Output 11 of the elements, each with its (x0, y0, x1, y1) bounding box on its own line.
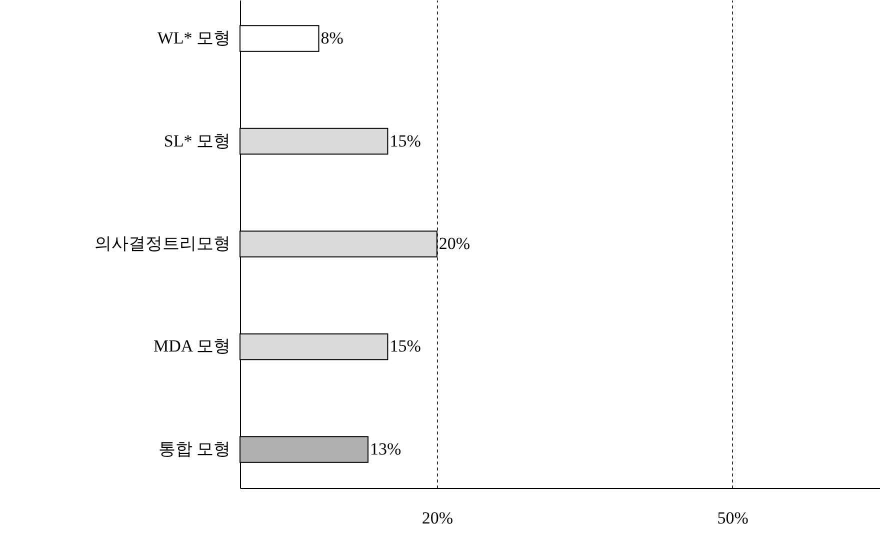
data-label: 15% (390, 131, 421, 150)
y-tick-label: MDA 모형 (154, 336, 230, 356)
data-label: 15% (390, 336, 421, 356)
data-label: 8% (320, 28, 344, 48)
y-tick-label: 통합 모형 (158, 439, 230, 458)
y-tick-label: 의사결정트리모형 (94, 234, 230, 253)
y-tick-label: WL* 모형 (157, 28, 230, 48)
data-label: 13% (370, 439, 402, 458)
y-tick-label: SL* 모형 (164, 131, 230, 150)
x-tick-label: 50% (717, 508, 748, 528)
data-label: 20% (438, 234, 470, 253)
